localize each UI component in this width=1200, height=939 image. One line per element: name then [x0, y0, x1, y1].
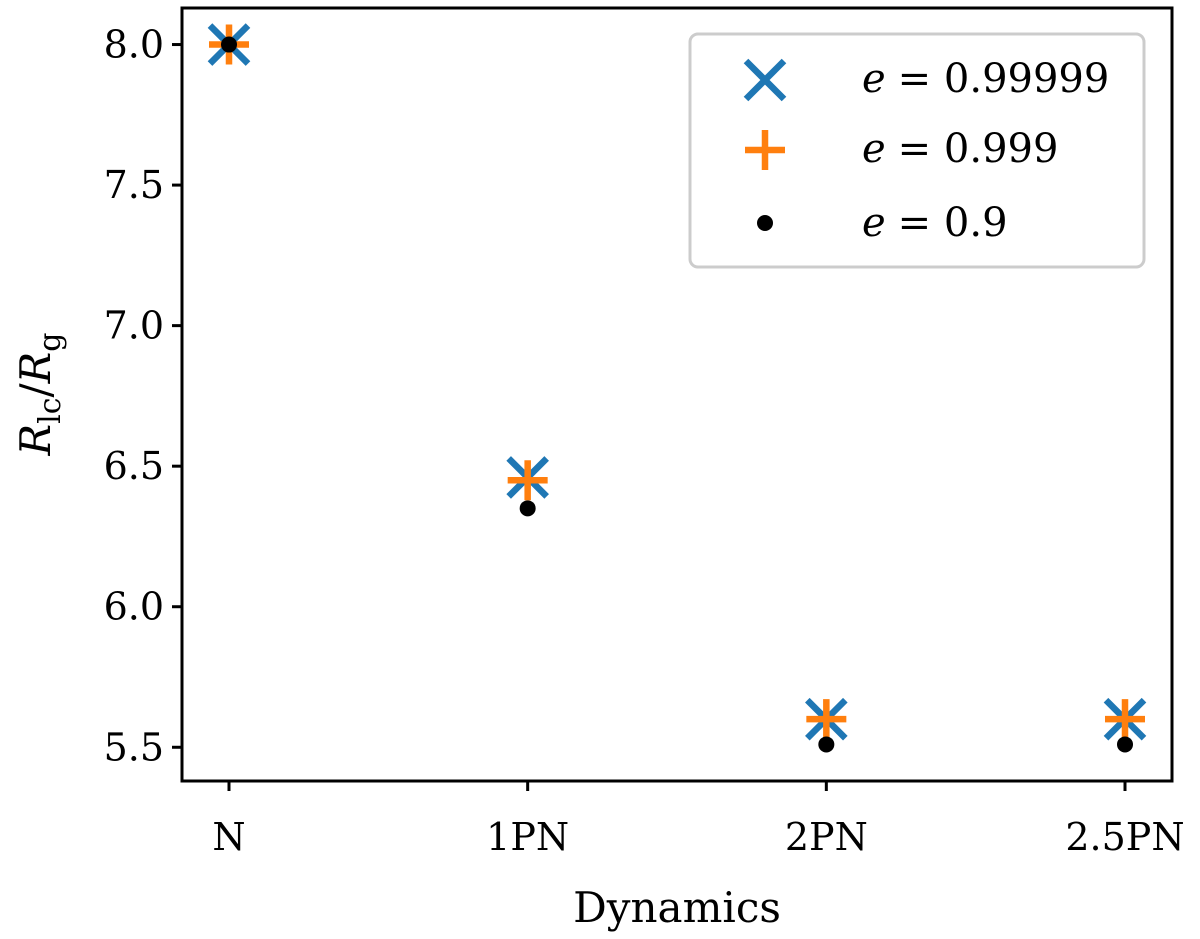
y-tick-label: 7.0 — [104, 304, 164, 348]
y-axis-label: Rlc/Rg — [11, 332, 68, 456]
y-label-main: R — [11, 424, 60, 457]
legend-1-val: = 0.99999 — [898, 56, 1110, 102]
legend-1-var: e — [862, 56, 886, 102]
legend-3-val: = 0.9 — [898, 200, 1008, 246]
y-tick-label: 6.5 — [104, 444, 164, 488]
x-axis-label: Dynamics — [573, 883, 781, 932]
legend-2-var: e — [862, 126, 886, 172]
point-series-3-2PN — [818, 736, 835, 753]
legend-box — [688, 32, 1146, 269]
legend-marker-3 — [757, 215, 773, 231]
svg-text:Rlc/Rg: Rlc/Rg — [11, 332, 68, 456]
point-series-3-N — [221, 36, 237, 53]
legend: e = 0.99999 e = 0.999 e = 0.9 — [688, 32, 1146, 269]
point-series-3-2.5PN — [1117, 736, 1133, 753]
y-label-main2: R — [11, 352, 60, 385]
legend-3-var: e — [862, 200, 886, 246]
y-label-sub1: lc — [33, 397, 68, 423]
x-tick-label: N — [212, 815, 245, 859]
legend-markers — [743, 58, 787, 231]
y-tick-label: 5.5 — [104, 725, 164, 769]
legend-entry-2: e = 0.999 — [862, 126, 1058, 172]
point-series-2-2.5PN — [1105, 699, 1145, 740]
data-marks — [207, 23, 1147, 753]
x-tick-label: 1PN — [486, 815, 569, 859]
legend-entry-3: e = 0.9 — [862, 200, 1008, 246]
point-series-2-2PN — [806, 699, 847, 740]
plot-frame — [180, 6, 1174, 783]
legend-entry-1: e = 0.99999 — [862, 56, 1109, 102]
point-series-3-1PN — [519, 500, 536, 517]
y-tick-label: 8.0 — [104, 23, 164, 67]
legend-2-val: = 0.999 — [898, 126, 1059, 172]
x-tick-label: 2.5PN — [1065, 815, 1184, 859]
y-label-sub2: g — [33, 332, 68, 351]
point-series-2-1PN — [507, 460, 548, 501]
legend-marker-1 — [743, 58, 787, 102]
y-tick-label: 6.0 — [104, 585, 164, 629]
x-tick-label: 2PN — [785, 815, 868, 859]
legend-marker-2 — [745, 130, 785, 170]
y-axis: 5.5 6.0 6.5 7.0 7.5 8.0 — [104, 23, 182, 769]
x-axis: N 1PN 2PN 2.5PN — [212, 781, 1185, 859]
y-label-sep: / — [11, 382, 60, 397]
y-tick-label: 7.5 — [104, 163, 164, 207]
